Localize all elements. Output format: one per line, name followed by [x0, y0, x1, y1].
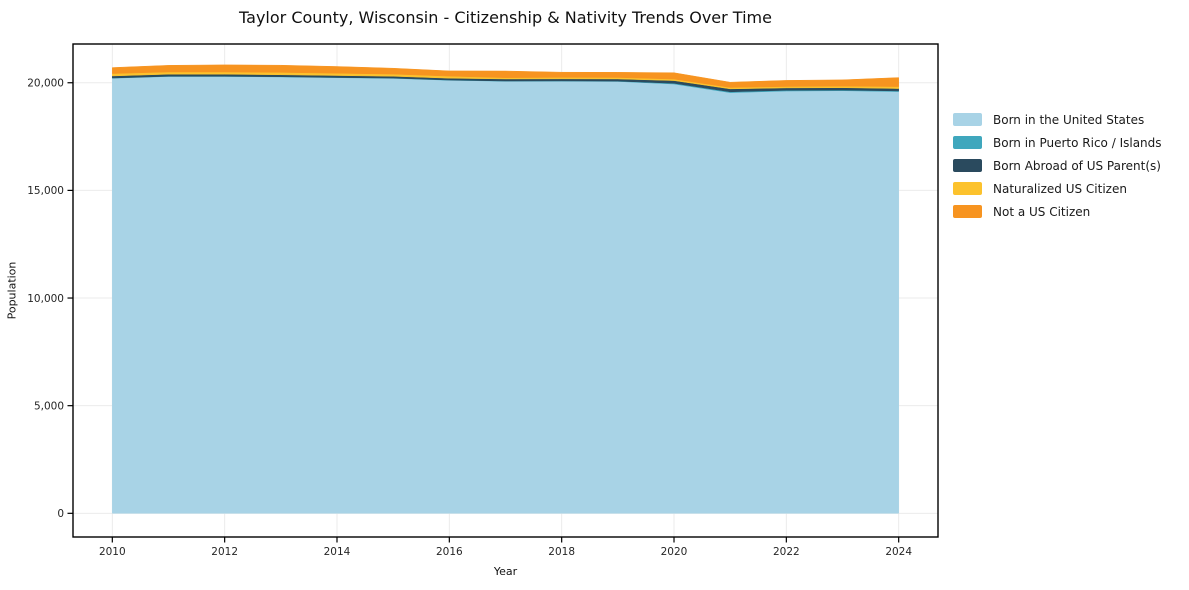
legend-swatch: [953, 182, 982, 195]
legend-label: Naturalized US Citizen: [993, 181, 1127, 196]
y-tick-label: 10,000: [27, 293, 64, 305]
x-tick-label: 2024: [885, 546, 912, 558]
x-tick-label: 2020: [661, 546, 688, 558]
x-tick-label: 2018: [548, 546, 575, 558]
legend-swatch: [953, 113, 982, 126]
legend-swatch: [953, 159, 982, 172]
legend-label: Born in Puerto Rico / Islands: [993, 135, 1162, 150]
legend-swatch: [953, 136, 982, 149]
area-series: [112, 64, 899, 88]
legend-label: Born in the United States: [993, 112, 1145, 127]
legend-item: Born in the United States: [953, 108, 1162, 131]
y-tick-label: 15,000: [27, 185, 64, 197]
legend-item: Born Abroad of US Parent(s): [953, 154, 1162, 177]
legend-item: Not a US Citizen: [953, 200, 1162, 223]
x-tick-label: 2014: [324, 546, 351, 558]
legend-item: Born in Puerto Rico / Islands: [953, 131, 1162, 154]
y-tick-label: 0: [57, 508, 64, 520]
plot-frame: [72, 43, 939, 538]
legend: Born in the United States Born in Puerto …: [953, 108, 1162, 223]
y-tick-label: 20,000: [27, 78, 64, 90]
x-tick-label: 2012: [211, 546, 238, 558]
chart-title: Taylor County, Wisconsin - Citizenship &…: [239, 8, 772, 27]
x-tick-label: 2016: [436, 546, 463, 558]
x-tick-label: 2022: [773, 546, 800, 558]
y-axis-label: Population: [5, 261, 19, 320]
area-series: [112, 76, 899, 514]
y-tick-label: 5,000: [34, 400, 64, 412]
legend-item: Naturalized US Citizen: [953, 177, 1162, 200]
legend-label: Not a US Citizen: [993, 204, 1091, 219]
x-tick-label: 2010: [99, 546, 126, 558]
legend-label: Born Abroad of US Parent(s): [993, 158, 1161, 173]
legend-swatch: [953, 205, 982, 218]
x-axis-label: Year: [493, 565, 518, 578]
